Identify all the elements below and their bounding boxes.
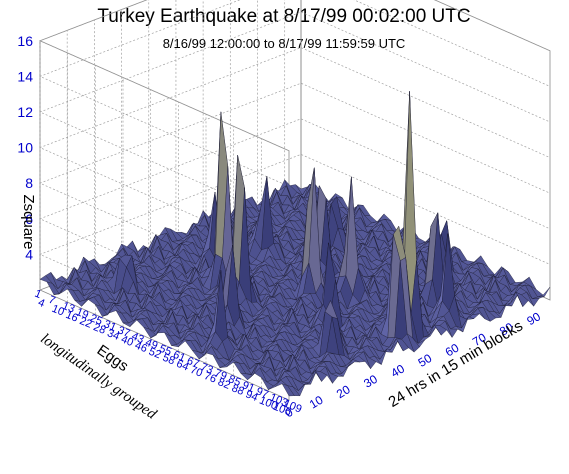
- y-axis-ticks: 14 71013161922252831343740434649525558616…: [33, 288, 304, 419]
- x-tick-label: 20: [334, 382, 353, 401]
- x-tick-label: 50: [416, 351, 435, 370]
- x-tick-label: 40: [388, 361, 407, 380]
- chart-subtitle: 8/16/99 12:00:00 to 8/17/99 11:59:59 UTC: [163, 36, 406, 51]
- y-tick-label: 76: [202, 370, 218, 386]
- z-gridline: [39, 11, 551, 223]
- z-gridline: [39, 47, 551, 258]
- y-tick-label: 88: [230, 382, 246, 398]
- z-gridline: [39, 0, 551, 152]
- y-tick-label: 28: [92, 321, 108, 337]
- y-tick-label: 16: [64, 309, 80, 325]
- x-tick-label: 70: [470, 330, 489, 349]
- z-axis-ticks: 4 6 8 10 12 14 16: [17, 33, 33, 263]
- y-tick-label: 34: [105, 327, 121, 343]
- y-tick-label: 22: [78, 315, 94, 331]
- y-tick-label: 43: [130, 330, 146, 346]
- y-tick-label: 31: [102, 318, 118, 334]
- y-tick-label: 13: [61, 300, 77, 316]
- x-tick-label: 10: [307, 393, 326, 412]
- y-tick-label: 40: [119, 333, 135, 349]
- y-tick-label: 91: [240, 379, 256, 395]
- surface-cell: [281, 383, 295, 397]
- y-tick-label: 67: [185, 355, 201, 371]
- y-tick-label: 4: [36, 297, 46, 310]
- z-tick-label: 12: [17, 104, 33, 120]
- y-tick-label: 7: [47, 294, 57, 307]
- z-axis-label: Zsquare: [20, 194, 37, 249]
- y-tick-label: 10: [50, 303, 66, 319]
- z-tick-label: 6: [25, 211, 33, 227]
- y-tick-label: 70: [188, 364, 204, 380]
- y-tick-label: 85: [227, 373, 243, 389]
- x-tick-label: 80: [497, 320, 516, 339]
- x-tick-label: 60: [443, 340, 462, 359]
- z-tick-label: 10: [17, 140, 33, 156]
- z-gridline: [39, 0, 551, 187]
- y-tick-label: 52: [147, 346, 163, 362]
- z-tick-label: 8: [25, 175, 33, 191]
- y-tick-label: 1: [33, 288, 43, 301]
- y-tick-label: 94: [244, 388, 260, 404]
- y-tick-label: 97: [254, 385, 270, 401]
- y-tick-label: 49: [144, 337, 160, 353]
- z-tick-label: 14: [17, 68, 33, 84]
- y-tick-label: 61: [171, 349, 187, 365]
- y-tick-label: 73: [199, 361, 215, 377]
- y-tick-label: 37: [116, 324, 132, 340]
- y-tick-label: 82: [216, 376, 232, 392]
- y-tick-label: 58: [161, 352, 177, 368]
- y-tick-label: 19: [74, 306, 90, 322]
- chart-title: Turkey Earthquake at 8/17/99 00:02:00 UT…: [97, 6, 470, 27]
- y-tick-label: 46: [133, 339, 149, 355]
- y-tick-label: 64: [175, 358, 191, 374]
- y-tick-label: 25: [88, 312, 104, 328]
- x-tick-label: 90: [524, 309, 543, 328]
- y-tick-label: 79: [213, 367, 229, 383]
- x-tick-label: 30: [361, 372, 380, 391]
- z-tick-label: 4: [25, 246, 33, 262]
- z-tick-label: 16: [17, 33, 33, 49]
- y-tick-label: 55: [157, 343, 173, 359]
- surface-mesh: [39, 91, 551, 397]
